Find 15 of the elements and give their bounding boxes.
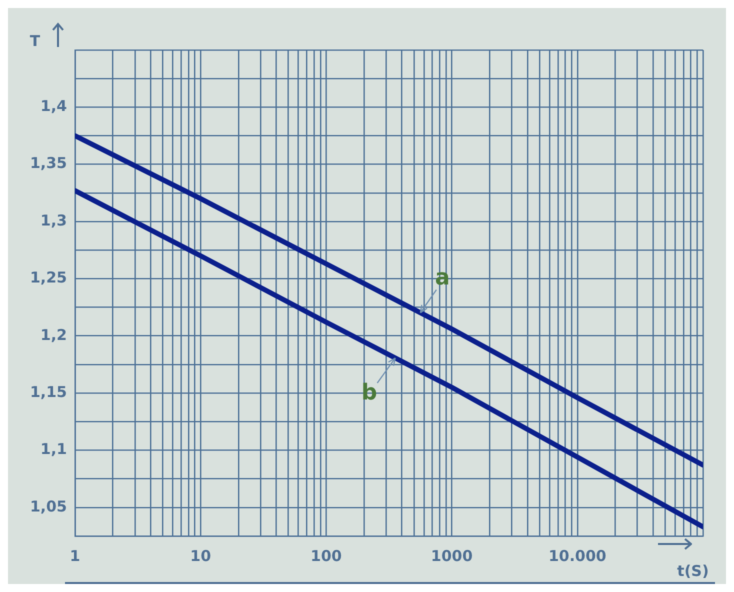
x-tick-label: 1 (70, 546, 80, 565)
x-tick-label: 10.000 (548, 546, 606, 565)
y-tick-label: 1,05 (30, 497, 67, 516)
x-tick-label: 10 (190, 546, 212, 565)
x-tick-label: 1000 (430, 546, 473, 565)
y-tick-label: 1,4 (40, 97, 67, 116)
y-tick-label: 1,3 (40, 211, 67, 230)
y-tick-label: 1,1 (40, 440, 67, 458)
y-axis-title: T (30, 32, 41, 50)
y-tick-label: 1,25 (30, 268, 67, 287)
x-tick-label: 100 (310, 546, 342, 565)
y-tick-label: 1,15 (30, 382, 67, 401)
y-tick-label: 1,2 (40, 326, 67, 344)
x-axis-title: t(S) (677, 562, 709, 580)
y-tick-label: 1,35 (30, 154, 67, 172)
